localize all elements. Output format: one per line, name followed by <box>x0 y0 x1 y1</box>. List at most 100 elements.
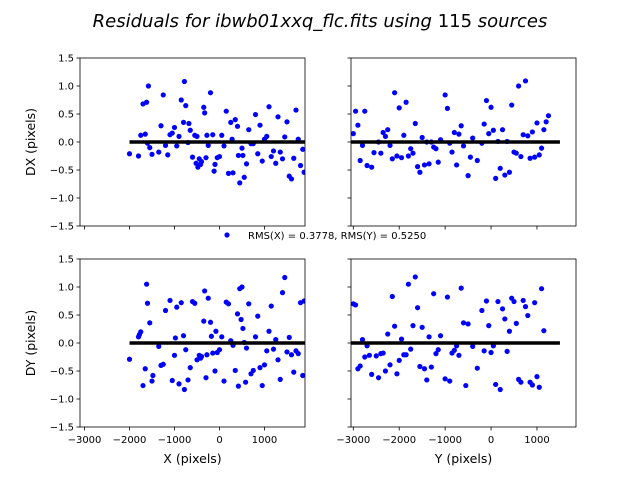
data-point <box>187 365 193 371</box>
data-point <box>252 334 259 340</box>
y-axis-label: DY (pixels) <box>23 310 38 376</box>
data-point <box>147 145 153 151</box>
data-point <box>205 295 211 301</box>
data-point <box>282 274 288 281</box>
y-tick-label: 1.5 <box>58 54 74 65</box>
data-point <box>203 155 209 161</box>
data-point <box>181 78 187 85</box>
data-point <box>204 132 210 138</box>
data-point <box>176 133 182 139</box>
data-point <box>516 83 522 89</box>
data-point <box>219 132 225 138</box>
data-point <box>543 119 549 125</box>
data-point <box>483 97 490 104</box>
data-point <box>140 382 146 389</box>
data-point <box>389 293 395 300</box>
data-point <box>428 364 434 370</box>
data-point <box>230 170 236 176</box>
data-point <box>506 328 513 334</box>
data-point <box>293 107 299 113</box>
data-point <box>538 145 545 151</box>
data-point <box>169 377 175 384</box>
data-point <box>426 334 432 340</box>
data-point <box>138 329 144 335</box>
data-point <box>392 323 398 329</box>
x-tick-label: 0 <box>488 435 494 446</box>
data-point <box>369 371 375 377</box>
data-point <box>279 290 286 296</box>
data-point <box>518 153 524 160</box>
data-point <box>497 165 503 171</box>
y-tick-label: −1.0 <box>50 194 74 205</box>
data-point <box>160 92 166 98</box>
data-point <box>181 386 187 393</box>
data-point <box>225 301 232 307</box>
data-point <box>371 150 377 156</box>
data-point <box>433 146 439 152</box>
data-point <box>167 297 173 304</box>
data-point <box>389 156 395 162</box>
data-point <box>142 131 148 137</box>
data-point <box>405 281 411 287</box>
data-point <box>435 159 441 165</box>
y-axis-label: DX (pixels) <box>23 108 38 176</box>
data-point <box>144 281 150 287</box>
data-point <box>362 354 368 360</box>
data-point <box>219 334 225 340</box>
data-point <box>255 313 261 319</box>
data-point <box>144 99 150 105</box>
data-point <box>240 152 246 159</box>
x-tick-label: −3000 <box>68 435 102 446</box>
panel-dy-vs-y: −3000 −2000 −1000 0 1000 Y (pixels) <box>336 258 577 466</box>
data-point <box>210 350 216 356</box>
data-point <box>183 347 189 353</box>
data-point <box>414 305 421 311</box>
data-point <box>257 122 263 128</box>
x-tick-label: 1000 <box>252 435 277 446</box>
data-point <box>398 155 405 161</box>
data-point <box>171 352 178 358</box>
data-point <box>194 133 200 139</box>
y-tick-label: −0.5 <box>50 367 74 378</box>
data-point <box>456 131 462 137</box>
x-tick-label: −2000 <box>113 435 147 446</box>
data-point <box>270 148 277 154</box>
data-point <box>234 311 241 317</box>
data-point <box>536 384 542 390</box>
y-tick-label: 1.5 <box>58 255 74 266</box>
data-point <box>502 316 508 322</box>
data-point <box>193 160 199 166</box>
data-point <box>366 352 372 358</box>
x-tick-label: −1000 <box>428 435 462 446</box>
data-point <box>529 129 535 135</box>
data-point <box>145 83 151 89</box>
data-point <box>525 133 531 139</box>
data-point <box>414 164 421 170</box>
data-point <box>385 331 391 337</box>
data-point <box>444 294 451 300</box>
data-point <box>297 162 304 169</box>
data-point <box>513 150 519 156</box>
data-point <box>207 90 214 96</box>
data-point <box>275 357 281 363</box>
data-point <box>536 152 542 158</box>
data-point <box>202 110 208 116</box>
data-point <box>417 169 423 175</box>
data-point <box>467 154 473 160</box>
data-point <box>174 304 180 310</box>
data-point <box>433 351 439 357</box>
data-point <box>405 153 411 159</box>
data-point <box>534 374 540 380</box>
data-point <box>198 159 205 165</box>
data-point <box>174 143 180 149</box>
data-point <box>228 119 234 125</box>
y-tick-label: 0.0 <box>58 138 74 149</box>
data-point <box>426 161 432 167</box>
data-point <box>295 351 301 357</box>
data-point <box>357 157 363 164</box>
data-point <box>264 133 270 139</box>
data-point <box>483 298 490 304</box>
data-points <box>126 78 305 186</box>
data-point <box>158 123 164 129</box>
data-point <box>162 307 169 314</box>
